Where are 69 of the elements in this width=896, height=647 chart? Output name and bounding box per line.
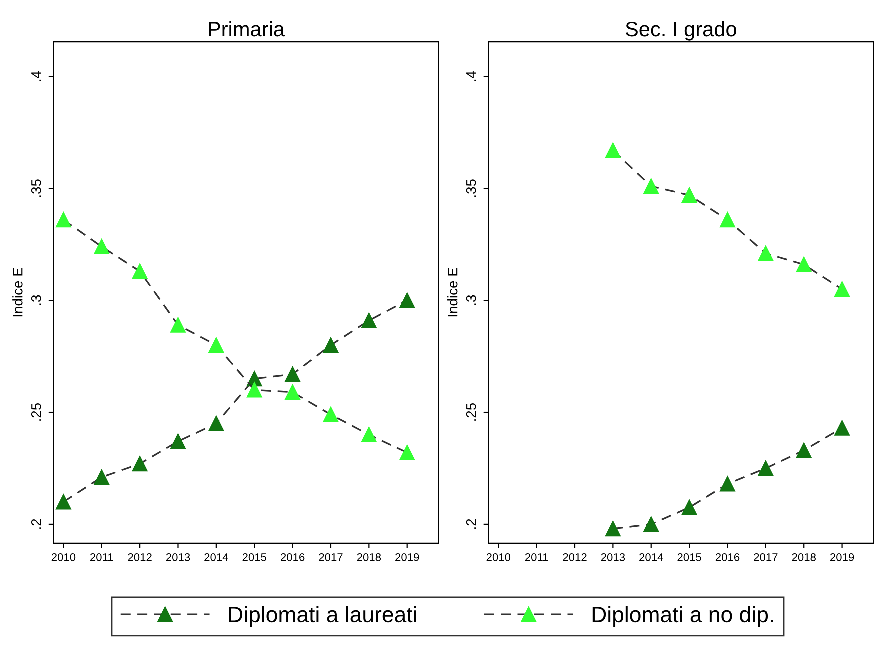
y-tick-label: .2 bbox=[466, 519, 476, 529]
point bbox=[208, 338, 224, 354]
chart-title: Sec. I grado bbox=[626, 21, 736, 41]
y-tick-label: .35 bbox=[31, 180, 42, 198]
point bbox=[682, 188, 698, 204]
point bbox=[56, 212, 72, 228]
y-axis-title: Indice E bbox=[448, 268, 458, 317]
x-tick-label: 2014 bbox=[204, 553, 228, 562]
x-tick-label: 2012 bbox=[128, 553, 152, 562]
y-tick-label: .2 bbox=[31, 519, 42, 529]
x-tick-label: 2019 bbox=[830, 553, 854, 562]
x-tick-label: 2016 bbox=[280, 553, 305, 562]
point bbox=[400, 292, 415, 308]
point bbox=[170, 318, 186, 333]
x-tick-label: 2010 bbox=[486, 553, 511, 562]
x-tick-label: 2015 bbox=[242, 553, 267, 562]
point bbox=[796, 257, 812, 272]
point bbox=[720, 476, 736, 492]
x-tick-label: 2017 bbox=[319, 553, 343, 562]
point bbox=[132, 264, 148, 280]
point bbox=[644, 178, 660, 194]
point bbox=[362, 313, 377, 328]
y-tick-label: .3 bbox=[466, 295, 476, 306]
point bbox=[758, 246, 774, 262]
point bbox=[362, 427, 377, 443]
point bbox=[606, 142, 621, 158]
point bbox=[285, 366, 300, 382]
point bbox=[132, 456, 148, 472]
x-tick-label: 2018 bbox=[792, 553, 816, 562]
point bbox=[94, 470, 110, 486]
point bbox=[400, 445, 415, 460]
chart-title: Primaria bbox=[209, 21, 285, 37]
legend-label: Diplomati a laureati bbox=[229, 606, 416, 627]
x-tick-label: 2015 bbox=[678, 553, 702, 562]
point bbox=[170, 434, 186, 450]
x-tick-label: 2013 bbox=[166, 553, 190, 562]
point bbox=[56, 494, 72, 510]
point bbox=[834, 282, 850, 298]
x-tick-label: 2011 bbox=[525, 553, 548, 562]
point bbox=[682, 500, 698, 516]
y-tick-label: .25 bbox=[466, 403, 476, 421]
y-tick-label: .35 bbox=[466, 180, 476, 198]
x-tick-label: 2018 bbox=[357, 553, 382, 562]
x-tick-label: 2017 bbox=[754, 553, 778, 562]
x-tick-label: 2012 bbox=[563, 553, 587, 562]
y-tick-label: .3 bbox=[31, 295, 42, 306]
point bbox=[758, 460, 774, 476]
point bbox=[796, 442, 812, 458]
point bbox=[644, 516, 660, 532]
x-tick-label: 2013 bbox=[601, 553, 626, 562]
point bbox=[323, 407, 339, 422]
point bbox=[834, 420, 850, 436]
point bbox=[285, 384, 300, 400]
legend-label: Diplomati a no dip. bbox=[592, 606, 774, 627]
x-tick-label: 2019 bbox=[396, 553, 420, 562]
point bbox=[246, 382, 262, 398]
y-tick-label: .4 bbox=[466, 71, 476, 82]
x-tick-label: 2010 bbox=[52, 553, 76, 562]
point bbox=[606, 521, 621, 537]
point bbox=[208, 416, 224, 432]
y-axis-title: Indice E bbox=[12, 268, 23, 317]
x-tick-label: 2016 bbox=[716, 553, 740, 562]
y-tick-label: .4 bbox=[32, 71, 42, 82]
x-tick-label: 2011 bbox=[90, 553, 114, 562]
point bbox=[323, 338, 339, 354]
point bbox=[720, 212, 736, 228]
x-tick-label: 2014 bbox=[640, 553, 664, 562]
y-tick-label: .25 bbox=[31, 403, 42, 421]
point bbox=[94, 239, 110, 255]
